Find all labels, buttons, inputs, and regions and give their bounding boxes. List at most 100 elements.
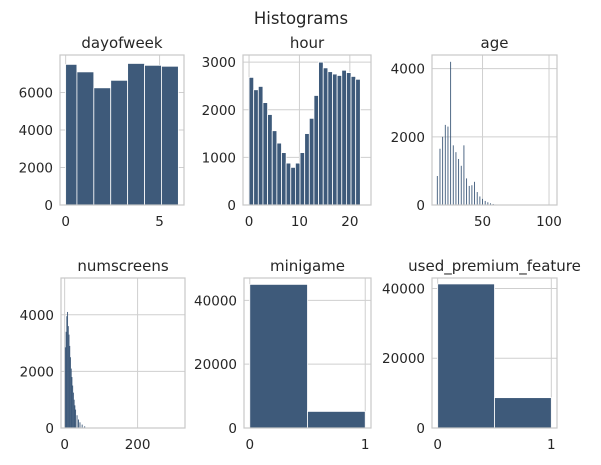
- x-tick-label: 0: [245, 214, 254, 230]
- histogram-bar: [308, 117, 315, 206]
- histogram-bar: [257, 86, 264, 206]
- subplot-title: dayofweek: [81, 34, 163, 52]
- subplot-title: numscreens: [77, 257, 168, 275]
- subplot-age: 0 2000 4000 50 100 age: [391, 34, 562, 230]
- histogram-bar: [318, 61, 324, 206]
- histogram-bar: [479, 196, 481, 205]
- subplot-used-premium-feature: 0 20000 40000 0 1 used_premium_feature: [382, 257, 581, 453]
- histogram-bar: [281, 152, 287, 206]
- y-tick-label: 2000: [19, 161, 53, 177]
- histogram-bar: [327, 71, 333, 206]
- histogram-bar: [460, 165, 462, 205]
- histogram-bar: [66, 316, 68, 428]
- histogram-bar: [71, 377, 73, 428]
- subplot-title: minigame: [270, 257, 345, 275]
- x-tick-label: 0: [61, 214, 70, 230]
- histogram-bar: [494, 397, 552, 429]
- y-tick-label: 3000: [202, 55, 236, 71]
- histogram-bar: [65, 331, 67, 428]
- histogram-bar: [468, 185, 470, 205]
- x-tick-label: 1: [547, 437, 556, 453]
- histogram-bar: [336, 75, 343, 206]
- subplot-title: age: [481, 34, 509, 52]
- histogram-bar: [290, 166, 296, 206]
- histogram-bar: [346, 72, 352, 206]
- axes-frame: [243, 277, 372, 429]
- y-tick-label: 0: [227, 198, 236, 214]
- histogram-bar: [299, 152, 306, 206]
- y-tick-label: 0: [228, 421, 237, 437]
- x-tick-label: 0: [60, 437, 69, 453]
- histogram-bar: [76, 415, 78, 428]
- y-tick-label: 6000: [19, 86, 53, 102]
- histogram-bar: [68, 334, 70, 428]
- histogram-bar: [127, 63, 145, 206]
- histogram-bar: [341, 69, 347, 206]
- histogram-bar: [466, 178, 468, 205]
- histogram-bar: [471, 185, 473, 205]
- histogram-bar: [463, 145, 465, 205]
- histogram-bar: [69, 345, 71, 428]
- axes-frame: [59, 54, 185, 206]
- y-tick-label: 20000: [194, 357, 237, 373]
- histogram-bar: [350, 76, 357, 206]
- histogram-bar: [267, 114, 273, 206]
- subplot-minigame: 0 20000 40000 0 1 minigame: [194, 257, 372, 453]
- subplot-title: hour: [290, 34, 325, 52]
- histogram-bar: [65, 63, 78, 206]
- y-tick-label: 1000: [202, 150, 236, 166]
- histogram-bar: [161, 65, 179, 206]
- subplot-title: used_premium_feature: [408, 257, 581, 276]
- histogram-bar: [67, 311, 69, 428]
- histogram-bar: [442, 136, 444, 205]
- histogram-bar: [455, 152, 457, 205]
- y-tick-label: 0: [44, 198, 53, 214]
- x-tick-label: 20: [341, 214, 358, 230]
- histogram-bar: [74, 405, 76, 428]
- histogram-bar: [93, 87, 112, 206]
- y-tick-label: 40000: [194, 293, 237, 309]
- histogram-bar: [444, 124, 446, 205]
- histogram-bar: [84, 426, 86, 428]
- y-tick-label: 4000: [20, 308, 54, 324]
- y-tick-label: 2000: [391, 130, 425, 146]
- histogram-bar: [110, 79, 129, 206]
- histogram-bar: [447, 126, 449, 205]
- axes-frame: [242, 54, 372, 206]
- histogram-bar: [458, 158, 460, 205]
- subplot-dayofweek: 0 2000 4000 6000 0 5 dayofweek: [19, 34, 185, 230]
- histogram-bar: [73, 399, 75, 428]
- axes-frame: [431, 277, 558, 429]
- histogram-bar: [313, 95, 319, 206]
- histogram-bar: [70, 357, 71, 428]
- histogram-bar: [72, 385, 74, 428]
- histogram-bar: [271, 130, 278, 206]
- x-tick-label: 50: [474, 214, 491, 230]
- x-tick-label: 5: [155, 214, 164, 230]
- histogram-bar: [487, 202, 489, 205]
- histogram-bar: [276, 142, 282, 206]
- histogram-bar: [452, 145, 454, 205]
- y-tick-label: 20000: [382, 351, 425, 367]
- histogram-bar: [285, 162, 292, 206]
- x-tick-label: 1: [361, 437, 370, 453]
- histogram-bar: [304, 133, 310, 206]
- histogram-bar: [439, 148, 441, 205]
- subplot-hour: 0 1000 2000 3000 0 10 20 hour: [202, 34, 372, 230]
- histogram-bar: [81, 424, 83, 428]
- y-tick-label: 0: [45, 421, 54, 437]
- histogram-bar: [249, 283, 308, 429]
- histogram-bar: [355, 78, 361, 206]
- histogram-bar: [322, 67, 329, 206]
- y-tick-label: 2000: [202, 103, 236, 119]
- axes-frame: [60, 277, 186, 429]
- histogram-bar: [64, 347, 66, 428]
- histogram-bar: [144, 64, 162, 206]
- histogram-bar: [67, 326, 69, 428]
- x-tick-label: 200: [125, 437, 151, 453]
- histogram-bar: [76, 71, 95, 206]
- y-tick-label: 4000: [391, 62, 425, 78]
- histogram-bar: [490, 203, 491, 205]
- y-tick-label: 2000: [20, 364, 54, 380]
